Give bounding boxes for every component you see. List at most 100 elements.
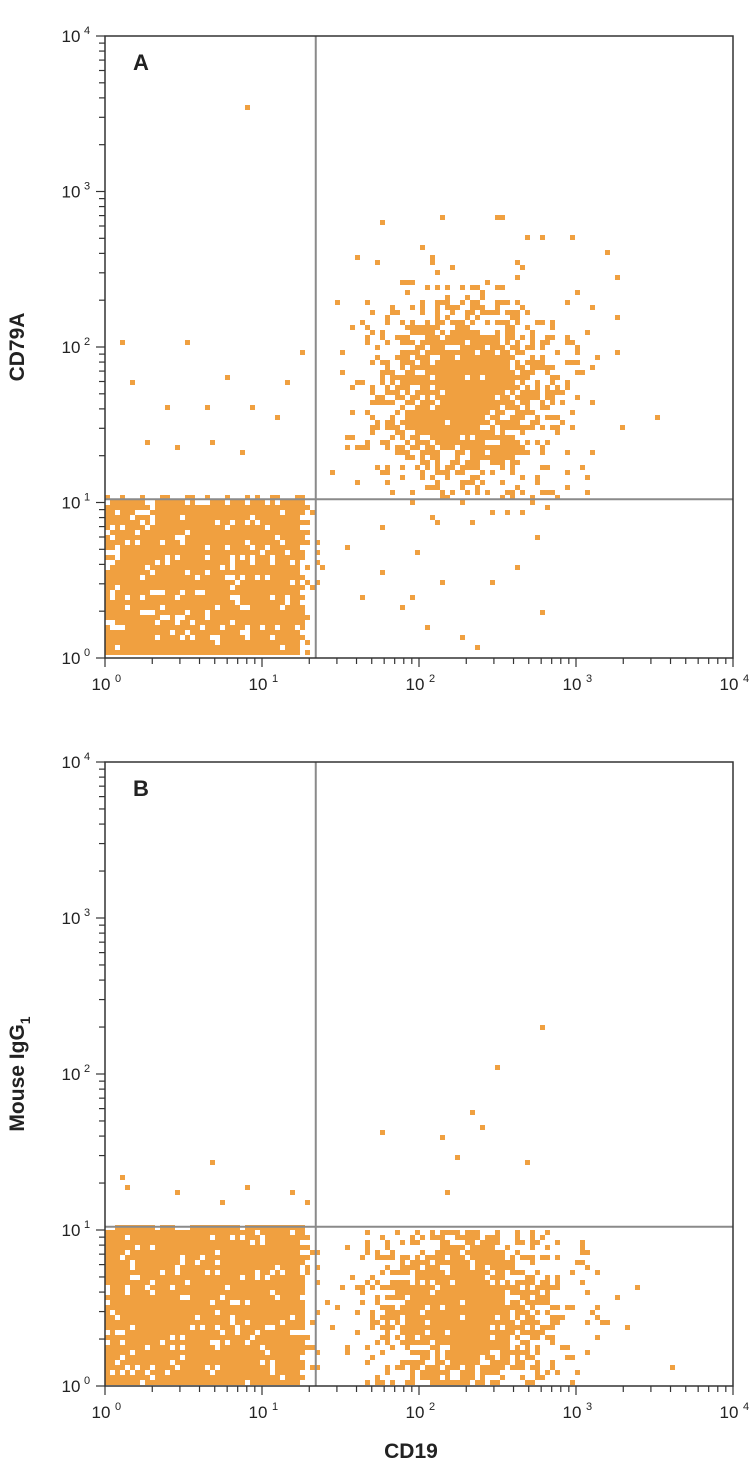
data-point <box>550 1315 555 1320</box>
data-point <box>455 410 460 415</box>
data-point <box>295 545 300 550</box>
data-point <box>510 405 515 410</box>
y-tick-exponent: 3 <box>84 907 90 919</box>
data-point <box>210 625 215 630</box>
data-point <box>465 430 470 435</box>
data-point <box>130 625 135 630</box>
data-point <box>490 1355 495 1360</box>
data-point <box>580 1240 585 1245</box>
data-point <box>520 1350 525 1355</box>
data-point <box>285 1290 290 1295</box>
data-point <box>240 620 245 625</box>
data-point <box>500 1375 505 1380</box>
data-point <box>455 1360 460 1365</box>
data-point <box>385 1330 390 1335</box>
data-point <box>190 1310 195 1315</box>
data-point <box>275 1280 280 1285</box>
data-point <box>175 1190 180 1195</box>
data-point <box>480 450 485 455</box>
data-point <box>205 1280 210 1285</box>
data-point <box>540 1285 545 1290</box>
data-point <box>280 1235 285 1240</box>
data-point <box>170 1340 175 1345</box>
data-point <box>275 620 280 625</box>
data-point <box>540 425 545 430</box>
data-point <box>500 1350 505 1355</box>
data-point <box>530 1275 535 1280</box>
data-point <box>390 1255 395 1260</box>
data-point <box>435 370 440 375</box>
data-point <box>430 1235 435 1240</box>
x-tick-label: 10 <box>92 1403 111 1422</box>
data-point <box>500 440 505 445</box>
data-point <box>130 555 135 560</box>
data-point <box>110 1290 115 1295</box>
data-point <box>460 300 465 305</box>
data-point <box>470 305 475 310</box>
data-point <box>305 1245 310 1250</box>
data-point <box>450 1335 455 1340</box>
data-point <box>485 320 490 325</box>
data-point <box>445 390 450 395</box>
data-point <box>275 610 280 615</box>
data-point <box>245 1285 250 1290</box>
data-point <box>285 1335 290 1340</box>
data-point <box>290 530 295 535</box>
data-point <box>470 365 475 370</box>
data-point <box>290 1250 295 1255</box>
data-point <box>150 620 155 625</box>
data-point <box>180 610 185 615</box>
y-tick-exponent: 0 <box>84 647 90 659</box>
data-point <box>190 1270 195 1275</box>
data-point <box>235 625 240 630</box>
data-point <box>465 1265 470 1270</box>
data-point <box>275 505 280 510</box>
data-point <box>185 540 190 545</box>
data-point <box>285 610 290 615</box>
data-point <box>480 1345 485 1350</box>
data-point <box>170 1370 175 1375</box>
data-point <box>125 1255 130 1260</box>
data-point <box>290 1345 295 1350</box>
data-point <box>180 570 185 575</box>
data-point <box>505 440 510 445</box>
data-point <box>120 1300 125 1305</box>
data-point <box>260 1320 265 1325</box>
data-point <box>490 1365 495 1370</box>
data-point <box>135 1320 140 1325</box>
data-point <box>145 630 150 635</box>
data-point <box>440 1330 445 1335</box>
data-point <box>465 345 470 350</box>
data-point <box>495 215 500 220</box>
data-point <box>550 1285 555 1290</box>
data-point <box>540 400 545 405</box>
data-point <box>240 525 245 530</box>
data-point <box>445 1275 450 1280</box>
data-point <box>245 1240 250 1245</box>
data-point <box>200 615 205 620</box>
data-point <box>180 1340 185 1345</box>
data-point <box>195 640 200 645</box>
data-point <box>550 365 555 370</box>
data-point <box>420 1350 425 1355</box>
data-point <box>495 460 500 465</box>
data-point <box>495 310 500 315</box>
data-point <box>110 650 115 655</box>
data-point <box>255 1350 260 1355</box>
data-point <box>120 620 125 625</box>
data-point <box>520 335 525 340</box>
data-point <box>110 1235 115 1240</box>
data-point <box>550 425 555 430</box>
data-point <box>475 365 480 370</box>
data-point <box>180 1365 185 1370</box>
data-point <box>525 440 530 445</box>
data-point <box>195 625 200 630</box>
data-point <box>510 415 515 420</box>
data-point <box>530 1230 535 1235</box>
data-point <box>580 1245 585 1250</box>
data-point <box>520 1290 525 1295</box>
data-point <box>155 580 160 585</box>
data-point <box>575 1370 580 1375</box>
data-point <box>415 1290 420 1295</box>
data-point <box>615 350 620 355</box>
